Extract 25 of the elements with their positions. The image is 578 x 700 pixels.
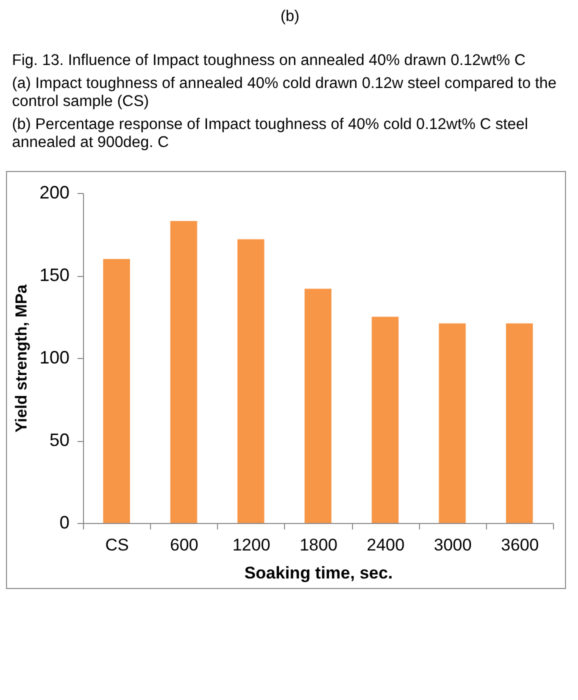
bar — [170, 221, 198, 523]
x-tick-label: 1200 — [232, 536, 270, 554]
x-tick-label: 3000 — [434, 536, 472, 554]
x-tick-label: 2400 — [366, 536, 405, 554]
x-tick-label: 600 — [170, 536, 198, 554]
y-tick-label: 200 — [39, 182, 70, 202]
y-tick-label: 150 — [39, 265, 70, 285]
text: (b) — [280, 8, 300, 26]
text: (a) Impact toughness of annealed 40% cold drawn 0.12w steel compared to the control sample (CS) — [12, 75, 558, 111]
caption: Fig. 13. Influence of Impact toughness on annealed 40% drawn 0.12wt% C — [12, 52, 527, 70]
bar — [506, 323, 533, 523]
y-tick-label: 50 — [49, 430, 70, 450]
y-axis-title: Yield strength, MPa — [13, 284, 30, 432]
y-tick-label: 100 — [39, 348, 70, 368]
bar — [103, 259, 130, 523]
x-axis-title: Soaking time, sec. — [244, 564, 393, 582]
text: (b) Percentage response of Impact toughness of 40% cold 0.12wt% C steel annealed at 900deg. C — [12, 116, 530, 152]
x-tick-label: 3600 — [501, 536, 539, 554]
x-tick-label: 1800 — [300, 536, 338, 554]
bar — [237, 239, 264, 523]
bar — [304, 288, 332, 523]
y-tick-label: 0 — [59, 512, 70, 532]
bar — [372, 316, 399, 523]
bar — [438, 323, 466, 523]
x-tick-label: CS — [105, 536, 129, 554]
